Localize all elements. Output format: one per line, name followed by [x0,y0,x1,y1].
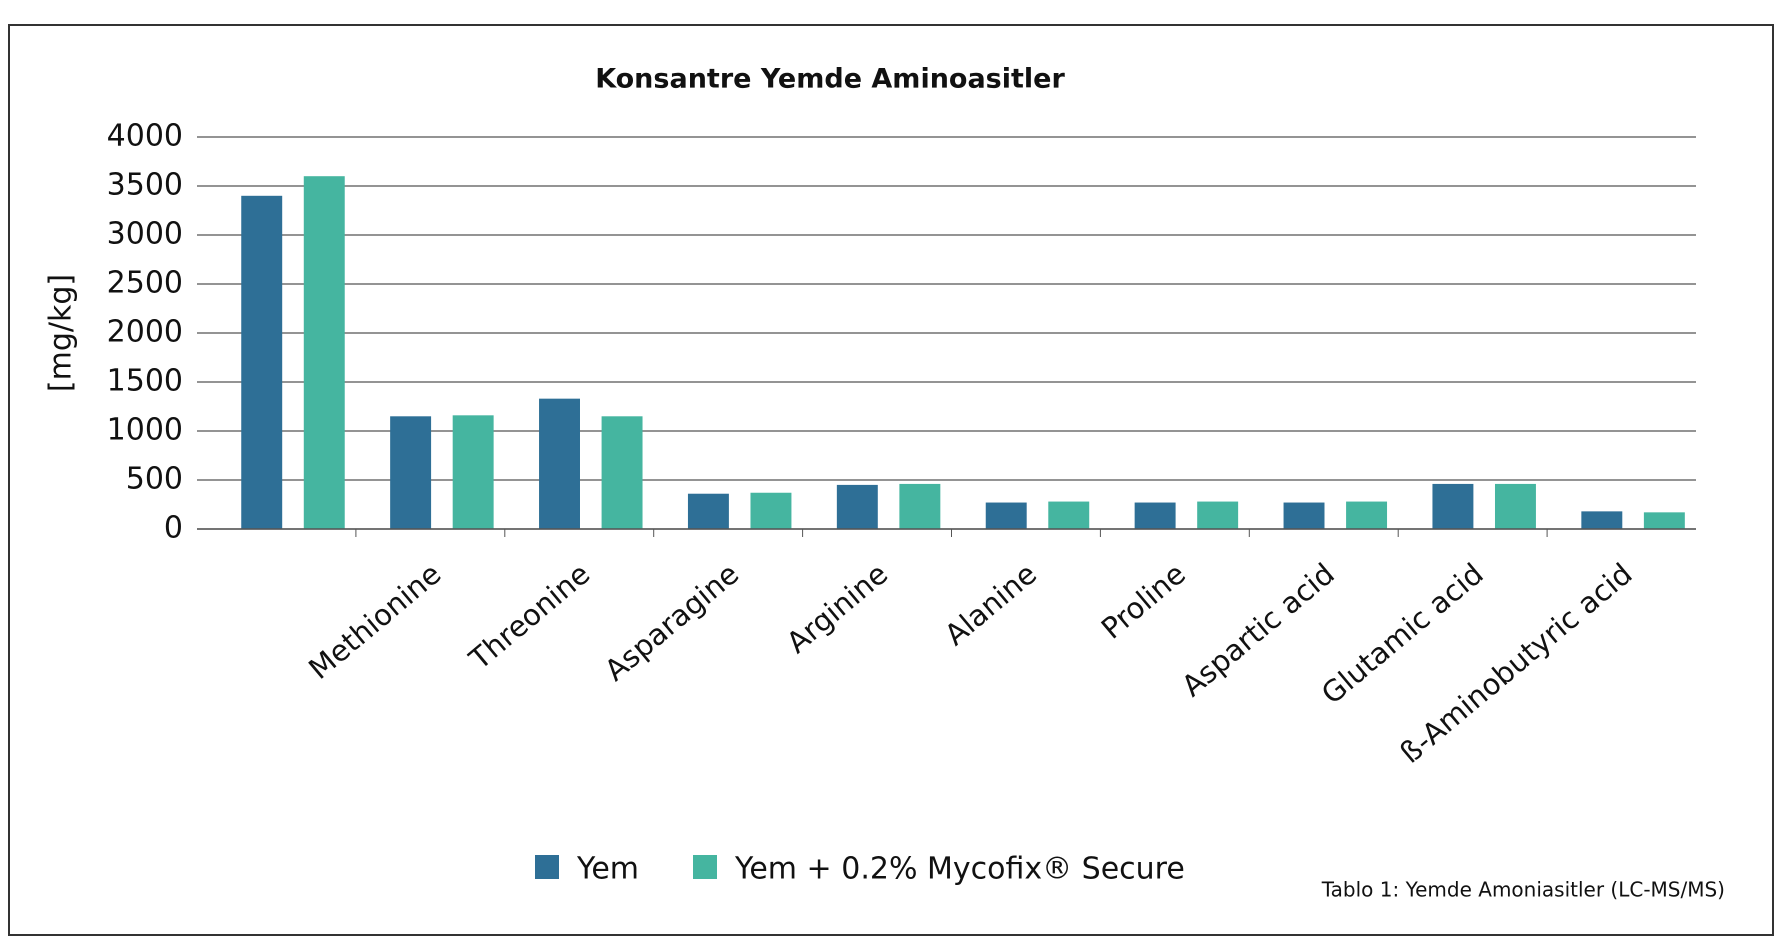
bar [452,415,494,529]
bar [985,502,1027,529]
bar [1283,502,1325,529]
bar [1432,483,1474,529]
x-tick-label: Threonine [462,556,596,676]
bar [539,398,580,529]
y-tick-label: 1000 [107,413,183,448]
x-tick-label: Arginine [780,556,894,659]
x-tick-label: Alanine [938,556,1043,652]
legend-swatch [693,855,717,879]
bar [1197,501,1239,529]
bar [241,195,283,530]
bar [1581,511,1623,529]
legend-label: Yem [576,852,639,887]
x-tick-label: Aspartic acid [1175,556,1341,703]
bar [750,492,792,529]
bar [1346,501,1388,529]
bar [1643,512,1685,529]
x-tick-label: Proline [1095,556,1192,645]
legend-label: Yem + 0.2% Mycofix® Secure [734,852,1185,887]
y-tick-label: 2000 [107,315,183,350]
y-axis-label: [mg/kg] [44,274,79,392]
y-tick-label: 2500 [107,266,183,301]
bar [303,176,345,529]
y-tick-label: 0 [164,511,183,546]
bar [687,493,729,529]
x-tick-label: Methionine [302,556,447,686]
legend-swatch [535,855,559,879]
bar [601,416,643,529]
chart-title: Konsantre Yemde Aminoasitler [595,64,1065,95]
y-tick-label: 1500 [107,364,183,399]
caption: Tablo 1: Yemde Amoniasitler (LC-MS/MS) [1321,878,1725,902]
x-tick-label: Asparagine [598,556,745,687]
y-tick-label: 3500 [107,168,183,203]
bar [390,416,432,529]
bar [836,484,878,529]
bar [1134,502,1176,529]
y-tick-label: 500 [126,462,183,497]
bar [899,483,941,529]
frame [8,24,1774,936]
bar [1048,501,1090,529]
y-tick-label: 4000 [107,119,183,154]
bar [1494,483,1536,529]
y-tick-label: 3000 [107,217,183,252]
